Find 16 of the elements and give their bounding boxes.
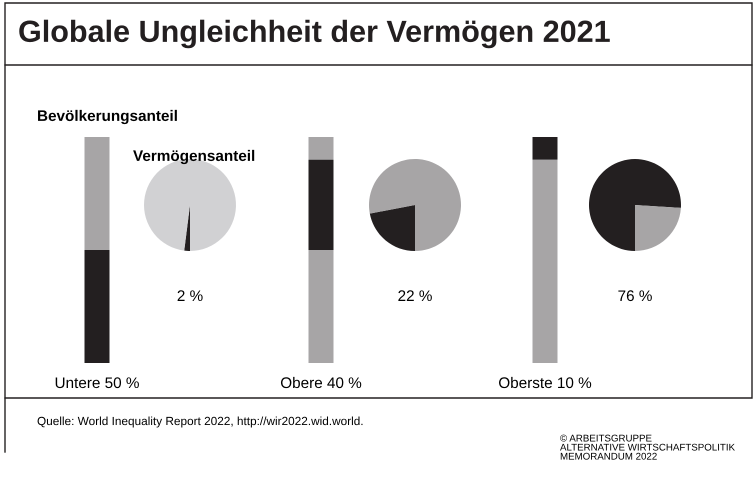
pie-slice bbox=[370, 205, 415, 251]
pie-slice bbox=[589, 159, 681, 251]
x-tick-label: Obere 40 % bbox=[280, 376, 362, 388]
pie-slice bbox=[184, 205, 190, 251]
data-label: 22 % bbox=[398, 290, 432, 302]
chart-title: Globale Ungleichheit der Vermögen 2021 bbox=[19, 20, 610, 48]
data-label: 2 % bbox=[178, 290, 203, 302]
source-note: Quelle: World Inequality Report 2022, http://wir2022.wid.world. bbox=[38, 416, 362, 428]
x-tick-label: Untere 50 % bbox=[56, 377, 139, 388]
chart-title: Vermögensanteil bbox=[133, 150, 254, 164]
data-label: 76 % bbox=[618, 290, 652, 302]
pie-slice bbox=[369, 159, 461, 251]
chart-subtitle: Bevölkerungsanteil bbox=[38, 110, 177, 124]
pie-slice bbox=[635, 205, 681, 251]
text: © ARBEITSGRUPPE ALTERNATIVE WIRTSCHAFTSPOLITIK MEMORANDUM 2022 bbox=[560, 434, 735, 460]
x-tick-label: Oberste 10 % bbox=[499, 376, 592, 388]
